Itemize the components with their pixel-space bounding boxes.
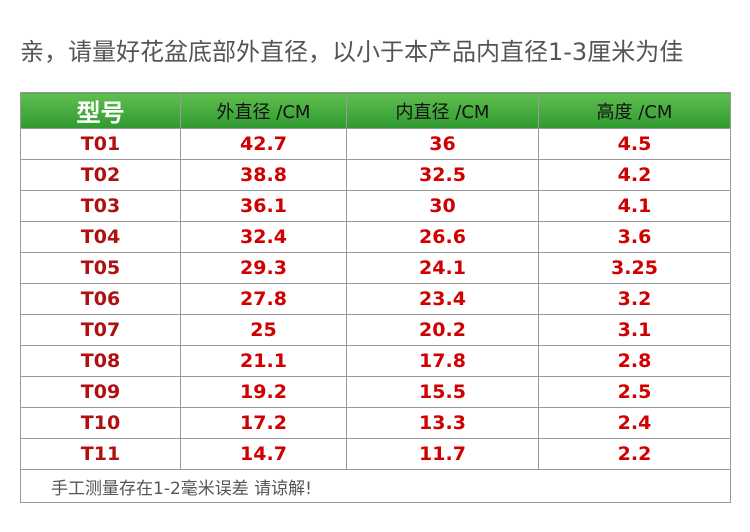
model-cell: T08 (20, 345, 181, 377)
value-cell: 14.7 (180, 438, 347, 470)
value-cell: 29.3 (180, 252, 347, 284)
value-cell: 36.1 (180, 190, 347, 222)
model-cell: T02 (20, 159, 181, 191)
value-cell: 3.25 (538, 252, 731, 284)
table-row: T02 38.8 32.5 4.2 (20, 159, 731, 191)
table-row: T10 17.2 13.3 2.4 (20, 407, 731, 439)
value-cell: 3.6 (538, 221, 731, 253)
footer-note: 手工测量存在1-2毫米误差 请谅解! (20, 469, 731, 503)
table-row: T07 25 20.2 3.1 (20, 314, 731, 346)
value-cell: 38.8 (180, 159, 347, 191)
value-cell: 19.2 (180, 376, 347, 408)
model-cell: T11 (20, 438, 181, 470)
value-cell: 26.6 (346, 221, 539, 253)
value-cell: 4.2 (538, 159, 731, 191)
table-body: T01 42.7 36 4.5 T02 38.8 32.5 4.2 T03 36.1 30 4.1 T0… (20, 128, 731, 503)
model-cell: T03 (20, 190, 181, 222)
value-cell: 17.8 (346, 345, 539, 377)
table-row: T09 19.2 15.5 2.5 (20, 376, 731, 408)
value-cell: 32.4 (180, 221, 347, 253)
value-cell: 21.1 (180, 345, 347, 377)
model-cell: T09 (20, 376, 181, 408)
value-cell: 3.2 (538, 283, 731, 315)
table-row: T05 29.3 24.1 3.25 (20, 252, 731, 284)
value-cell: 30 (346, 190, 539, 222)
value-cell: 36 (346, 128, 539, 160)
value-cell: 17.2 (180, 407, 347, 439)
table-row: T01 42.7 36 4.5 (20, 128, 731, 160)
value-cell: 2.2 (538, 438, 731, 470)
value-cell: 13.3 (346, 407, 539, 439)
model-cell: T05 (20, 252, 181, 284)
value-cell: 24.1 (346, 252, 539, 284)
value-cell: 27.8 (180, 283, 347, 315)
table-row: T11 14.7 11.7 2.2 (20, 438, 731, 470)
header-cell: 高度 /CM (538, 92, 731, 129)
value-cell: 3.1 (538, 314, 731, 346)
value-cell: 11.7 (346, 438, 539, 470)
value-cell: 2.5 (538, 376, 731, 408)
header-cell: 内直径 /CM (346, 92, 539, 129)
value-cell: 32.5 (346, 159, 539, 191)
header-cell: 型号 (20, 92, 181, 129)
header-cell: 外直径 /CM (180, 92, 347, 129)
title: 亲，请量好花盆底部外直径，以小于本产品内直径1-3厘米为佳 (20, 38, 684, 66)
model-cell: T01 (20, 128, 181, 160)
value-cell: 2.8 (538, 345, 731, 377)
value-cell: 2.4 (538, 407, 731, 439)
value-cell: 42.7 (180, 128, 347, 160)
model-cell: T10 (20, 407, 181, 439)
value-cell: 25 (180, 314, 347, 346)
table-row: T08 21.1 17.8 2.8 (20, 345, 731, 377)
value-cell: 23.4 (346, 283, 539, 315)
model-cell: T07 (20, 314, 181, 346)
table-row: T06 27.8 23.4 3.2 (20, 283, 731, 315)
value-cell: 20.2 (346, 314, 539, 346)
value-cell: 15.5 (346, 376, 539, 408)
size-table: 型号 外直径 /CM 内直径 /CM 高度 /CM T01 42.7 36 4.5 T02 38… (20, 92, 731, 503)
model-cell: T06 (20, 283, 181, 315)
footer-row: 手工测量存在1-2毫米误差 请谅解! (20, 469, 731, 503)
table-row: T04 32.4 26.6 3.6 (20, 221, 731, 253)
value-cell: 4.1 (538, 190, 731, 222)
table-row: T03 36.1 30 4.1 (20, 190, 731, 222)
model-cell: T04 (20, 221, 181, 253)
value-cell: 4.5 (538, 128, 731, 160)
header-row: 型号 外直径 /CM 内直径 /CM 高度 /CM (20, 92, 731, 129)
